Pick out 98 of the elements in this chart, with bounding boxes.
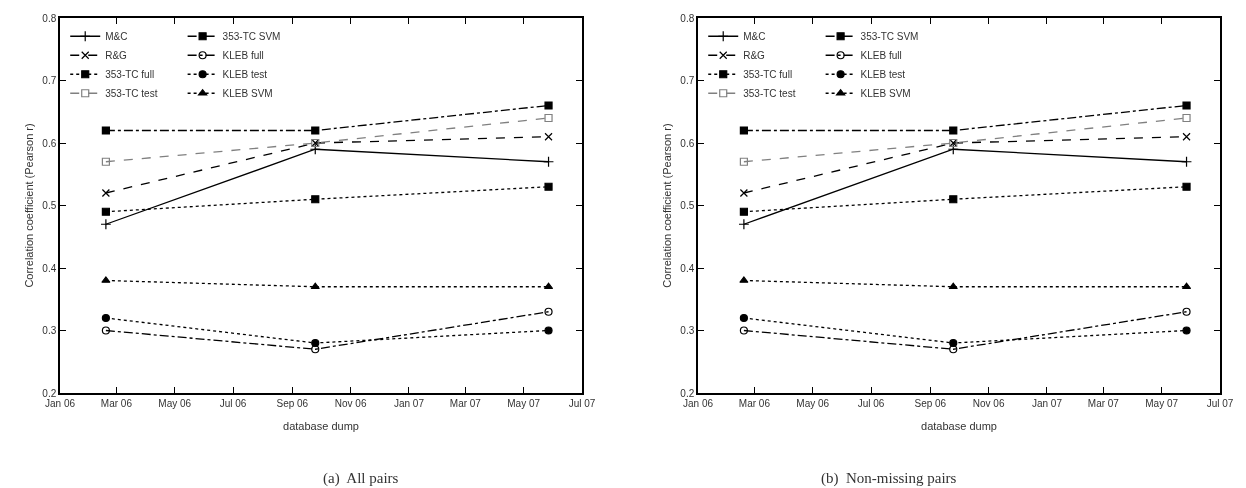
y-tick-label: 0.3: [680, 325, 695, 336]
x-tick-label: Nov 06: [334, 397, 367, 409]
point: [543, 156, 555, 168]
legend-label: R&G: [743, 50, 766, 62]
text: (a) All pairs: [323, 470, 399, 487]
x-tick-label: May 07: [1145, 397, 1179, 409]
legend-label: KLEB SVM: [222, 88, 273, 100]
point: [739, 326, 748, 335]
point: [739, 188, 748, 198]
legend-label: 353-TC SVM: [860, 31, 919, 43]
x-tick-label: Mar 06: [738, 397, 771, 409]
legend-label: M&C: [105, 31, 128, 43]
point: [739, 276, 749, 283]
legend-label: KLEB test: [222, 69, 268, 81]
point: [101, 276, 111, 283]
point: [544, 182, 553, 191]
legend-label: 353-TC full: [743, 69, 793, 81]
legend-label: 353-TC SVM: [222, 31, 281, 43]
y-tick-label: 0.3: [42, 325, 57, 336]
point: [311, 195, 320, 204]
x-axis-title: database dump: [283, 420, 359, 433]
point: [948, 282, 958, 290]
point: [543, 282, 554, 290]
point: [949, 126, 958, 135]
point: [101, 188, 110, 198]
point: [1182, 182, 1191, 191]
point: [101, 326, 110, 335]
legend-label: KLEB SVM: [860, 88, 911, 100]
legend-label: 353-TC full: [105, 69, 155, 81]
point: [1181, 282, 1192, 290]
point: [739, 157, 748, 166]
point: [1182, 113, 1191, 123]
x-tick-label: Jul 07: [1206, 397, 1234, 409]
point: [544, 101, 553, 110]
x-tick-label: Jul 06: [857, 397, 885, 409]
legend-label: KLEB test: [860, 69, 906, 81]
y-tick-label: 0.6: [680, 137, 695, 149]
point: [101, 207, 110, 216]
y-tick-label: 0.2: [680, 387, 695, 399]
y-tick-label: 0.4: [42, 262, 57, 274]
y-tick-label: 0.6: [42, 137, 57, 149]
x-axis-title: database dump: [921, 420, 997, 433]
y-tick-label: 0.7: [680, 75, 695, 86]
x-tick-label: May 06: [796, 397, 830, 409]
x-tick-label: Mar 06: [100, 397, 133, 409]
x-tick-label: Sep 06: [276, 397, 309, 409]
legend-label: KLEB full: [860, 50, 902, 62]
x-tick-label: Jan 07: [393, 397, 425, 409]
x-tick-label: Nov 06: [972, 397, 1005, 409]
legend-label: KLEB full: [222, 50, 264, 62]
y-tick-label: 0.4: [680, 262, 695, 274]
x-tick-label: Jul 06: [219, 397, 247, 409]
y-tick-label: 0.7: [42, 75, 57, 86]
x-tick-label: May 07: [507, 397, 541, 409]
point: [544, 307, 553, 316]
point: [739, 207, 748, 216]
point: [101, 126, 110, 135]
point: [739, 126, 748, 135]
x-tick-label: Mar 07: [1087, 397, 1120, 409]
point: [1182, 101, 1191, 110]
point: [949, 195, 958, 204]
x-tick-label: Mar 07: [449, 397, 482, 409]
point: [100, 218, 112, 230]
y-tick-label: 0.5: [680, 200, 695, 211]
point: [738, 218, 750, 230]
y-axis-title: Correlation coefficient (Pearson r): [23, 123, 36, 288]
x-tick-label: May 06: [158, 397, 192, 409]
legend-label: 353-TC test: [105, 88, 158, 100]
y-axis-title: Correlation coefficient (Pearson r): [661, 123, 674, 288]
legend-label: R&G: [105, 50, 128, 62]
point: [739, 313, 748, 323]
point: [1181, 156, 1193, 168]
legend-label: M&C: [743, 31, 766, 43]
y-tick-label: 0.2: [42, 387, 57, 399]
x-tick-label: Jul 07: [568, 397, 596, 409]
point: [1182, 132, 1191, 141]
point: [544, 326, 553, 335]
x-tick-label: Jan 06: [682, 397, 714, 409]
point: [1182, 307, 1191, 316]
point: [949, 345, 958, 354]
point: [544, 132, 553, 141]
point: [311, 345, 320, 354]
y-tick-label: 0.8: [42, 12, 57, 24]
legend-label: 353-TC test: [743, 88, 796, 100]
point: [544, 113, 553, 123]
y-tick-label: 0.5: [42, 200, 57, 211]
x-tick-label: Jan 07: [1031, 397, 1063, 409]
point: [1182, 326, 1191, 335]
x-tick-label: Jan 06: [44, 397, 76, 409]
point: [311, 126, 320, 135]
point: [949, 338, 958, 348]
point: [101, 157, 110, 166]
point: [311, 338, 320, 348]
point: [310, 282, 320, 290]
text: (b) Non-missing pairs: [821, 470, 957, 487]
x-tick-label: Sep 06: [914, 397, 947, 409]
y-tick-label: 0.8: [680, 12, 695, 24]
point: [101, 313, 110, 323]
